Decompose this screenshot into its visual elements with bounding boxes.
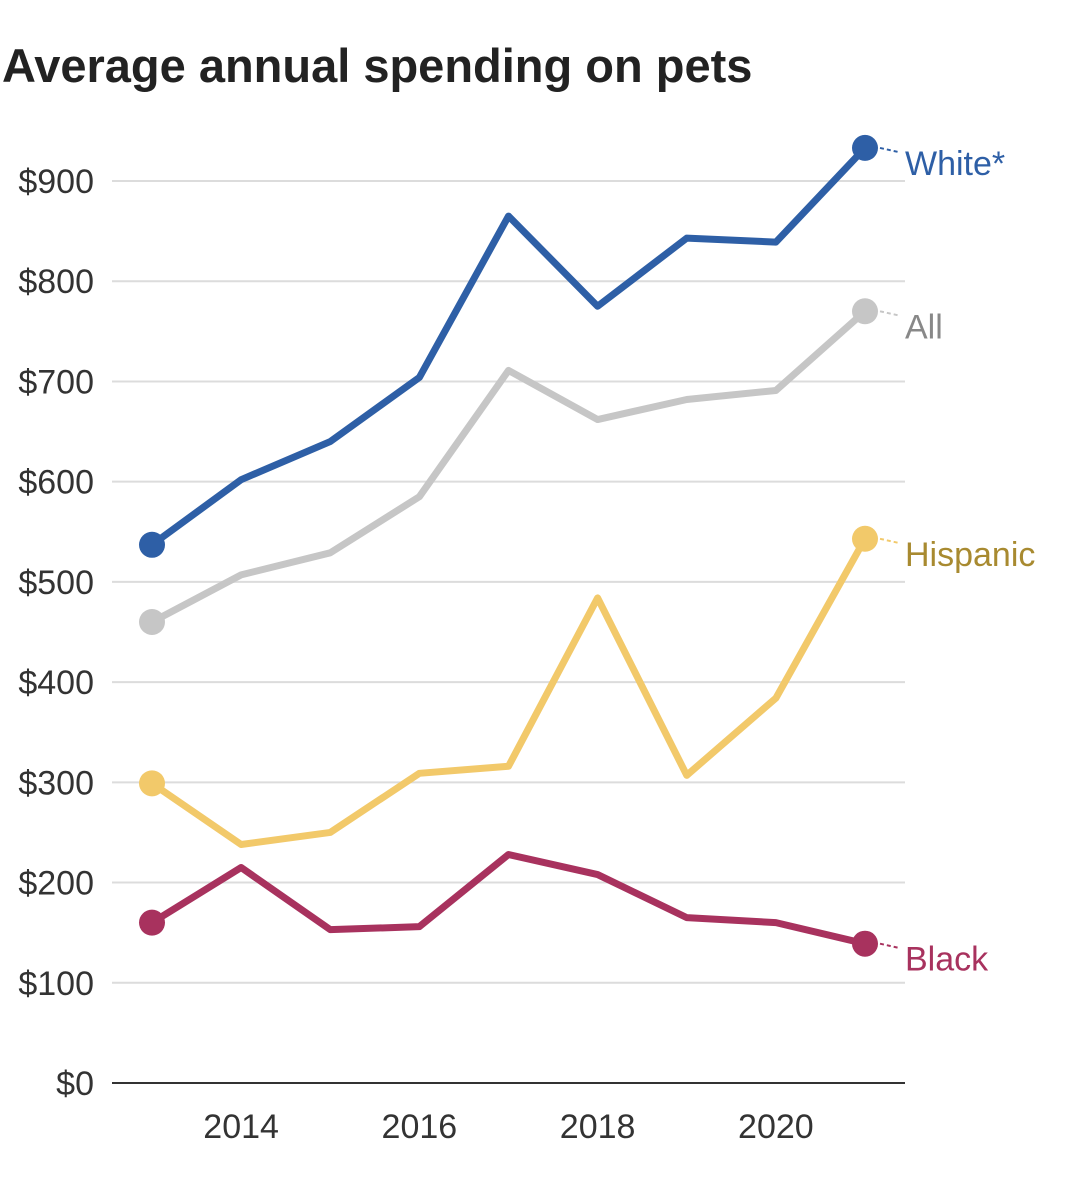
series-start-point xyxy=(139,531,165,558)
series-end-point xyxy=(852,134,878,161)
series-label: Hispanic xyxy=(905,536,1035,574)
y-tick-label: $300 xyxy=(18,764,94,802)
x-tick-label: 2016 xyxy=(382,1108,458,1146)
series-line xyxy=(150,308,868,626)
label-leader xyxy=(879,942,899,949)
series-label: Black xyxy=(905,941,989,979)
y-tick-label: $0 xyxy=(56,1065,94,1103)
y-tick-label: $400 xyxy=(18,664,94,702)
y-tick-label: $200 xyxy=(18,865,94,903)
y-tick-label: $100 xyxy=(18,965,94,1003)
series-line xyxy=(149,145,868,548)
label-leader xyxy=(879,310,899,317)
series-start-point xyxy=(139,608,165,635)
y-tick-label: $900 xyxy=(18,163,94,201)
chart-title: Average annual spending on pets xyxy=(2,39,753,92)
x-tick-label: 2014 xyxy=(203,1108,279,1146)
series-label: All xyxy=(905,308,943,346)
series-end-point xyxy=(852,525,878,552)
y-tick-label: $700 xyxy=(18,363,94,401)
label-leader xyxy=(879,537,899,544)
x-tick-label: 2020 xyxy=(738,1108,814,1146)
x-tick-label: 2018 xyxy=(560,1108,636,1146)
y-tick-label: $800 xyxy=(18,263,94,301)
y-tick-label: $600 xyxy=(18,464,94,502)
label-leader xyxy=(879,146,899,153)
series-label: White* xyxy=(905,145,1005,183)
series-end-point xyxy=(852,930,878,957)
series-start-point xyxy=(139,909,165,936)
series-start-point xyxy=(139,770,165,797)
series-line xyxy=(150,850,866,948)
series-line xyxy=(150,537,869,848)
y-tick-label: $500 xyxy=(18,564,94,602)
series-end-point xyxy=(852,298,878,325)
